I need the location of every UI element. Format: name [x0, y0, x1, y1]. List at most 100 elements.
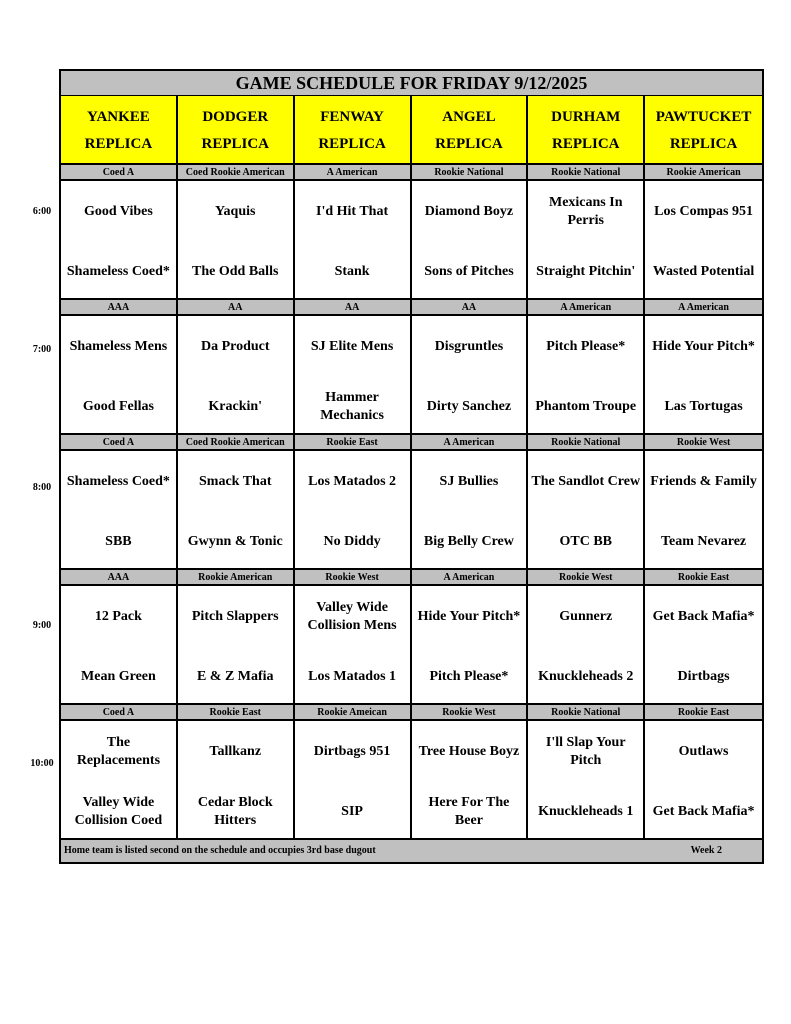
division-label: Rookie National: [528, 165, 646, 181]
field-name-line: DURHAM: [551, 109, 621, 125]
game-cell: Friends & Family Team Nevarez: [645, 451, 762, 570]
home-team-name: E & Z Mafia: [196, 669, 274, 684]
game-cell: Hide Your Pitch* Las Tortugas: [645, 316, 762, 435]
away-team-name: Los Matados 2: [308, 474, 397, 489]
home-team-name: Straight Pitchin': [536, 264, 636, 279]
division-label: Rookie National: [411, 165, 529, 181]
division-label: A American: [294, 165, 412, 181]
field-header: YANKEE REPLICA: [61, 96, 178, 165]
away-team: Disgruntles: [412, 327, 527, 367]
game-cell: Valley Wide Collision Mens Los Matados 1: [294, 586, 412, 705]
division-label: Rookie American: [645, 165, 762, 181]
away-team: I'll Slap Your Pitch: [528, 732, 643, 772]
home-team: Here For The Beer: [412, 792, 527, 832]
home-team: Stank: [295, 252, 410, 292]
home-team: E & Z Mafia: [178, 657, 293, 697]
away-team: Hide Your Pitch*: [412, 597, 527, 637]
field-header: FENWAY REPLICA: [294, 96, 412, 165]
division-row: Coed A Coed Rookie American A American Rook…: [61, 165, 762, 181]
away-team: Mexicans In Perris: [528, 192, 643, 232]
game-cell: Get Back Mafia* Dirtbags: [645, 586, 762, 705]
away-team: Shameless Mens: [61, 327, 176, 367]
away-team-name: Los Compas 951: [654, 204, 753, 219]
home-team-name: Las Tortugas: [664, 399, 743, 414]
away-team-name: Gunnerz: [559, 609, 613, 624]
division-label: Coed A: [61, 435, 178, 451]
away-team: Los Matados 2: [295, 462, 410, 502]
game-cell: Disgruntles Dirty Sanchez: [411, 316, 529, 435]
footer-row: Home team is listed second on the schedu…: [61, 840, 762, 862]
game-cell: Tree House Boyz Here For The Beer: [411, 721, 529, 840]
home-team-name: Pitch Please*: [429, 669, 509, 684]
home-team: Team Nevarez: [645, 522, 762, 562]
home-team: Pitch Please*: [412, 657, 527, 697]
game-cell: Hide Your Pitch* Pitch Please*: [411, 586, 529, 705]
away-team: Gunnerz: [528, 597, 643, 637]
time-label: 10:00: [30, 758, 54, 769]
home-team-name: Wasted Potential: [652, 264, 755, 279]
home-team-name: OTC BB: [559, 534, 612, 549]
away-team-name: SJ Bullies: [439, 474, 499, 489]
game-cell: Pitch Slappers E & Z Mafia: [177, 586, 295, 705]
home-team: Straight Pitchin': [528, 252, 643, 292]
home-team-name: Sons of Pitches: [424, 264, 514, 279]
field-name-line: FENWAY: [320, 109, 384, 125]
division-row: AAA Rookie American Rookie West A American R…: [61, 570, 762, 586]
field-header: ANGEL REPLICA: [411, 96, 529, 165]
home-team-name: Hammer Mechanics: [320, 390, 384, 423]
home-team-name: Phantom Troupe: [535, 399, 637, 414]
away-team: Yaquis: [178, 192, 293, 232]
home-team: SIP: [295, 792, 410, 832]
game-cell: I'll Slap Your Pitch Knuckleheads 1: [528, 721, 646, 840]
division-label: A American: [411, 570, 529, 586]
schedule-table: GAME SCHEDULE FOR FRIDAY 9/12/2025 YANKE…: [59, 69, 764, 864]
away-team: Dirtbags 951: [295, 732, 410, 772]
away-team: Tallkanz: [178, 732, 293, 772]
away-team-name: Diamond Boyz: [424, 204, 514, 219]
games-row: The Replacements Valley Wide Collision Co…: [61, 721, 762, 840]
home-team-name: Team Nevarez: [661, 534, 747, 549]
division-label: Rookie West: [411, 705, 529, 721]
home-team: Knuckleheads 1: [528, 792, 643, 832]
division-label: A American: [645, 300, 762, 316]
field-name-line: REPLICA: [435, 136, 503, 152]
game-cell: SJ Bullies Big Belly Crew: [411, 451, 529, 570]
game-cell: 12 Pack Mean Green: [61, 586, 178, 705]
away-team-name: Shameless Coed*: [66, 474, 170, 489]
home-team: Gwynn & Tonic: [178, 522, 293, 562]
away-team-name: Good Vibes: [83, 204, 153, 219]
field-header: DODGER REPLICA: [177, 96, 295, 165]
away-team-name: Pitch Slappers: [191, 609, 279, 624]
home-team-name: Gwynn & Tonic: [187, 534, 283, 549]
away-team: SJ Elite Mens: [295, 327, 410, 367]
away-team-name: Tallkanz: [209, 744, 262, 759]
division-label: Rookie American: [177, 570, 295, 586]
game-cell: Da Product Krackin': [177, 316, 295, 435]
game-cell: The Sandlot Crew OTC BB: [528, 451, 646, 570]
home-team-name: Get Back Mafia*: [652, 804, 755, 819]
home-team-name: Good Fellas: [82, 399, 154, 414]
field-name-line: YANKEE: [87, 109, 150, 125]
away-team-name: Friends & Family: [650, 474, 757, 489]
game-cell: The Replacements Valley Wide Collision Co…: [61, 721, 178, 840]
division-label: AA: [294, 300, 412, 316]
away-team: Friends & Family: [645, 462, 762, 502]
home-team-name: Valley Wide Collision Coed: [74, 795, 163, 828]
away-team-name: Disgruntles: [434, 339, 504, 354]
division-label: Rookie East: [645, 570, 762, 586]
game-cell: Mexicans In Perris Straight Pitchin': [528, 181, 646, 300]
division-label: Coed A: [61, 705, 178, 721]
division-label: A American: [528, 300, 646, 316]
division-label: Rookie West: [294, 570, 412, 586]
game-cell: Los Matados 2 No Diddy: [294, 451, 412, 570]
game-cell: Outlaws Get Back Mafia*: [645, 721, 762, 840]
home-team-name: SBB: [105, 534, 132, 549]
home-team: Wasted Potential: [645, 252, 762, 292]
away-team: 12 Pack: [61, 597, 176, 637]
field-name-line: REPLICA: [84, 136, 153, 152]
away-team-name: Hide Your Pitch*: [417, 609, 521, 624]
away-team: Hide Your Pitch*: [645, 327, 762, 367]
away-team-name: SJ Elite Mens: [310, 339, 394, 354]
field-name-line: ANGEL: [442, 109, 496, 125]
away-team-name: Outlaws: [678, 744, 729, 759]
